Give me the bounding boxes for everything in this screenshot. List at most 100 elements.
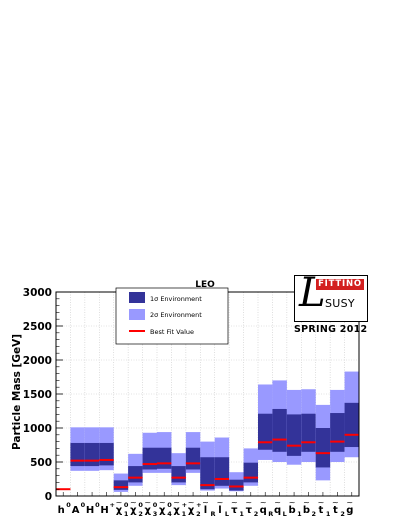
x-tick-sub: 1 <box>326 510 331 518</box>
sigma1-bar <box>200 457 215 490</box>
x-tick-tilde: ~ <box>231 498 238 507</box>
x-tick-sub: 1 <box>182 510 187 518</box>
x-axis: h 0 A 0 H 0 H + χ~ 01 χ~ 02 χ~ 03 χ~ 04 χ~ +1 χ~ +2 l~R l~L τ~… <box>58 492 353 518</box>
y-axis: 0 500 1000 1500 2000 2500 3000 <box>23 287 63 503</box>
sigma1-bar <box>229 479 244 491</box>
sigma1-bar <box>214 457 230 486</box>
x-tick-tilde: ~ <box>217 498 224 507</box>
x-tick-label: g~ <box>346 498 353 516</box>
sigma1-bar <box>142 447 157 470</box>
x-tick-tilde: ~ <box>289 498 296 507</box>
x-tick-base: H <box>100 505 108 516</box>
y-tick-label: 2000 <box>23 355 52 367</box>
x-tick-tilde: ~ <box>303 498 310 507</box>
x-tick-base: l <box>218 505 221 516</box>
y-tick-label: 0 <box>45 491 52 503</box>
x-tick-tilde: ~ <box>173 498 180 507</box>
sigma1-bar <box>272 408 287 452</box>
x-tick-base: χ <box>130 505 137 516</box>
x-tick-sup: 0 <box>124 501 129 509</box>
x-tick-label: t~1 <box>318 498 331 518</box>
x-tick-sub: L <box>225 510 229 518</box>
sigma1-bar <box>128 466 143 483</box>
x-tick-base: τ <box>231 505 238 516</box>
sigma1-bar <box>185 447 201 470</box>
chart-title: LEO <box>195 280 215 290</box>
y-tick-label: 1000 <box>23 423 52 435</box>
x-tick-label: χ~ 04 <box>159 498 172 518</box>
x-tick-label: b~2 <box>303 498 316 518</box>
x-tick-base: χ <box>188 505 195 516</box>
x-tick-base: b <box>303 505 310 516</box>
sigma1-bar <box>301 413 316 452</box>
x-tick-tilde: ~ <box>159 498 166 507</box>
sigma1-bar <box>113 480 129 490</box>
x-tick-base: b <box>288 505 295 516</box>
x-tick-tilde: ~ <box>116 498 123 507</box>
x-tick-sub: 2 <box>138 510 143 518</box>
x-tick-base: χ <box>145 505 152 516</box>
x-tick-base: A <box>72 505 80 516</box>
legend-label-sigma1: 1σ Environment <box>150 295 202 303</box>
x-tick-sup: 0 <box>138 501 143 509</box>
x-tick-sup: 0 <box>153 501 158 509</box>
x-tick-label: χ~ +2 <box>188 498 202 518</box>
x-tick-sub: R <box>211 510 216 518</box>
x-tick-base: h <box>58 505 65 516</box>
x-tick-sup: + <box>110 501 115 509</box>
y-tick-label: 500 <box>30 457 52 469</box>
x-tick-sup: + <box>182 501 187 509</box>
x-tick-base: t <box>333 505 338 516</box>
x-tick-label: τ~1 <box>231 498 244 518</box>
x-tick-tilde: ~ <box>202 498 209 507</box>
legend-swatch-sigma1 <box>129 292 145 303</box>
x-tick-sub: 1 <box>239 510 244 518</box>
y-tick-label: 1500 <box>23 389 52 401</box>
x-tick-sup: 0 <box>81 501 86 509</box>
x-tick-label: χ~ 01 <box>116 498 129 518</box>
x-tick-sub: L <box>283 510 287 518</box>
x-tick-base: τ <box>246 505 253 516</box>
x-tick-base: g <box>346 505 353 516</box>
x-tick-base: χ <box>159 505 166 516</box>
fittino-logo: L FITTINO SUSY <box>294 273 368 322</box>
y-tick-label: 3000 <box>23 287 52 299</box>
y-axis-label: Particle Mass [GeV] <box>11 334 23 450</box>
sigma1-bar <box>286 414 302 456</box>
x-tick-label: H + <box>100 501 115 516</box>
bars <box>56 371 359 492</box>
legend-label-bestfit: Best Fit Value <box>150 328 194 336</box>
logo-fittino-banner: FITTINO <box>316 279 364 290</box>
x-tick-label: χ~ 03 <box>144 498 157 518</box>
x-tick-label: b~1 <box>288 498 302 518</box>
x-tick-tilde: ~ <box>332 498 339 507</box>
x-tick-sub: 2 <box>196 510 201 518</box>
x-tick-tilde: ~ <box>245 498 252 507</box>
sigma1-bar <box>171 466 186 483</box>
x-tick-label: q~R <box>260 498 274 518</box>
x-tick-base: l <box>204 505 207 516</box>
sigma1-bar <box>344 402 359 448</box>
x-tick-label: q~L <box>274 498 287 518</box>
x-tick-tilde: ~ <box>144 498 151 507</box>
x-tick-base: H <box>86 505 94 516</box>
legend-swatch-sigma2 <box>129 309 145 320</box>
x-tick-label: l~L <box>217 498 230 518</box>
x-tick-base: q <box>260 505 267 516</box>
x-tick-sup: 0 <box>95 501 100 509</box>
x-tick-label: t~2 <box>332 498 345 518</box>
x-tick-base: t <box>319 505 324 516</box>
x-tick-sub: R <box>268 510 273 518</box>
x-tick-base: q <box>274 505 281 516</box>
x-tick-tilde: ~ <box>260 498 267 507</box>
x-tick-label: χ~ +1 <box>173 498 187 518</box>
sigma1-bar <box>243 462 258 483</box>
sigma1-bar <box>99 442 114 466</box>
x-tick-sub: 3 <box>153 510 158 518</box>
x-tick-base: χ <box>116 505 123 516</box>
x-tick-sub: 2 <box>312 510 317 518</box>
legend-label-sigma2: 2σ Environment <box>150 311 202 319</box>
